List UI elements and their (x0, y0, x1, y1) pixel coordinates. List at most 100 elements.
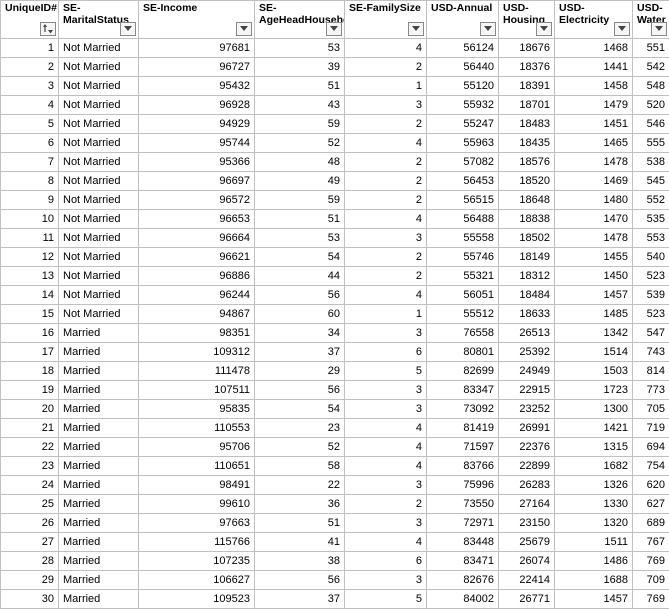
table-cell: 26771 (499, 590, 555, 609)
table-cell: 94929 (139, 115, 255, 134)
table-cell: 1511 (555, 533, 633, 552)
table-cell: Not Married (59, 58, 139, 77)
table-cell: 22 (1, 438, 59, 457)
filter-dropdown-icon[interactable] (480, 22, 496, 36)
table-cell: 1682 (555, 457, 633, 476)
column-header: USD-Annual (427, 1, 499, 39)
table-cell: 1469 (555, 172, 633, 191)
table-cell: 56488 (427, 210, 499, 229)
table-cell: 84002 (427, 590, 499, 609)
table-cell: 109312 (139, 343, 255, 362)
table-cell: 6 (345, 343, 427, 362)
table-cell: 1503 (555, 362, 633, 381)
table-row: 11Not Married9666453355558185021478553 (1, 229, 669, 248)
table-cell: 48 (255, 153, 345, 172)
table-cell: Married (59, 590, 139, 609)
column-header: UniqueID# (1, 1, 59, 39)
column-header: SE-AgeHeadHousehold (255, 1, 345, 39)
table-cell: 709 (633, 571, 669, 590)
column-header-label: USD-Annual (431, 3, 494, 15)
filter-dropdown-icon[interactable] (651, 22, 667, 36)
table-cell: 55746 (427, 248, 499, 267)
table-cell: 18149 (499, 248, 555, 267)
sort-asc-icon[interactable] (40, 22, 56, 36)
table-cell: 55321 (427, 267, 499, 286)
column-header: SE-MaritalStatus (59, 1, 139, 39)
column-header: SE-Income (139, 1, 255, 39)
table-cell: 4 (345, 286, 427, 305)
table-cell: 1479 (555, 96, 633, 115)
table-cell: 4 (345, 438, 427, 457)
table-cell: 55247 (427, 115, 499, 134)
table-cell: 18701 (499, 96, 555, 115)
table-cell: 7 (1, 153, 59, 172)
filter-dropdown-icon[interactable] (536, 22, 552, 36)
table-cell: 76558 (427, 324, 499, 343)
table-cell: Not Married (59, 305, 139, 324)
filter-dropdown-icon[interactable] (236, 22, 252, 36)
table-cell: 18502 (499, 229, 555, 248)
table-cell: 56453 (427, 172, 499, 191)
table-cell: Not Married (59, 115, 139, 134)
table-cell: 18484 (499, 286, 555, 305)
table-cell: 545 (633, 172, 669, 191)
table-cell: 18435 (499, 134, 555, 153)
table-row: 7Not Married9536648257082185761478538 (1, 153, 669, 172)
filter-dropdown-icon[interactable] (614, 22, 630, 36)
table-cell: Married (59, 552, 139, 571)
table-cell: 2 (345, 267, 427, 286)
table-cell: 97681 (139, 39, 255, 58)
table-cell: 27 (1, 533, 59, 552)
table-cell: 1688 (555, 571, 633, 590)
table-row: 4Not Married9692843355932187011479520 (1, 96, 669, 115)
table-cell: 23 (1, 457, 59, 476)
table-cell: 107511 (139, 381, 255, 400)
table-cell: 36 (255, 495, 345, 514)
table-cell: 18520 (499, 172, 555, 191)
column-header: SE-FamilySize (345, 1, 427, 39)
table-cell: 1723 (555, 381, 633, 400)
table-cell: 1457 (555, 590, 633, 609)
table-cell: 96572 (139, 191, 255, 210)
table-cell: 10 (1, 210, 59, 229)
table-cell: 18648 (499, 191, 555, 210)
column-header-label: SE-FamilySize (349, 3, 422, 15)
table-cell: 694 (633, 438, 669, 457)
table-cell: 2 (345, 58, 427, 77)
table-cell: 2 (345, 153, 427, 172)
table-cell: 754 (633, 457, 669, 476)
table-cell: 542 (633, 58, 669, 77)
table-cell: 37 (255, 590, 345, 609)
filter-dropdown-icon[interactable] (408, 22, 424, 36)
table-row: 18Married11147829582699249491503814 (1, 362, 669, 381)
table-cell: 719 (633, 419, 669, 438)
table-cell: 1421 (555, 419, 633, 438)
table-cell: Not Married (59, 77, 139, 96)
column-header: USD-Water (633, 1, 669, 39)
table-row: 28Married10723538683471260741486769 (1, 552, 669, 571)
table-cell: 1465 (555, 134, 633, 153)
table-cell: Not Married (59, 267, 139, 286)
table-cell: 18391 (499, 77, 555, 96)
table-cell: Not Married (59, 153, 139, 172)
table-cell: 2 (345, 115, 427, 134)
table-row: 30Married10952337584002267711457769 (1, 590, 669, 609)
table-cell: 773 (633, 381, 669, 400)
filter-dropdown-icon[interactable] (326, 22, 342, 36)
table-cell: 13 (1, 267, 59, 286)
table-cell: 4 (345, 210, 427, 229)
table-cell: 17 (1, 343, 59, 362)
table-cell: 1300 (555, 400, 633, 419)
table-row: 15Not Married9486760155512186331485523 (1, 305, 669, 324)
table-cell: 627 (633, 495, 669, 514)
table-cell: 83448 (427, 533, 499, 552)
table-row: 14Not Married9624456456051184841457539 (1, 286, 669, 305)
table-cell: 83471 (427, 552, 499, 571)
table-cell: 18576 (499, 153, 555, 172)
table-cell: 1458 (555, 77, 633, 96)
table-cell: 110651 (139, 457, 255, 476)
table-cell: 82699 (427, 362, 499, 381)
table-cell: 26 (1, 514, 59, 533)
table-cell: 97663 (139, 514, 255, 533)
filter-dropdown-icon[interactable] (120, 22, 136, 36)
